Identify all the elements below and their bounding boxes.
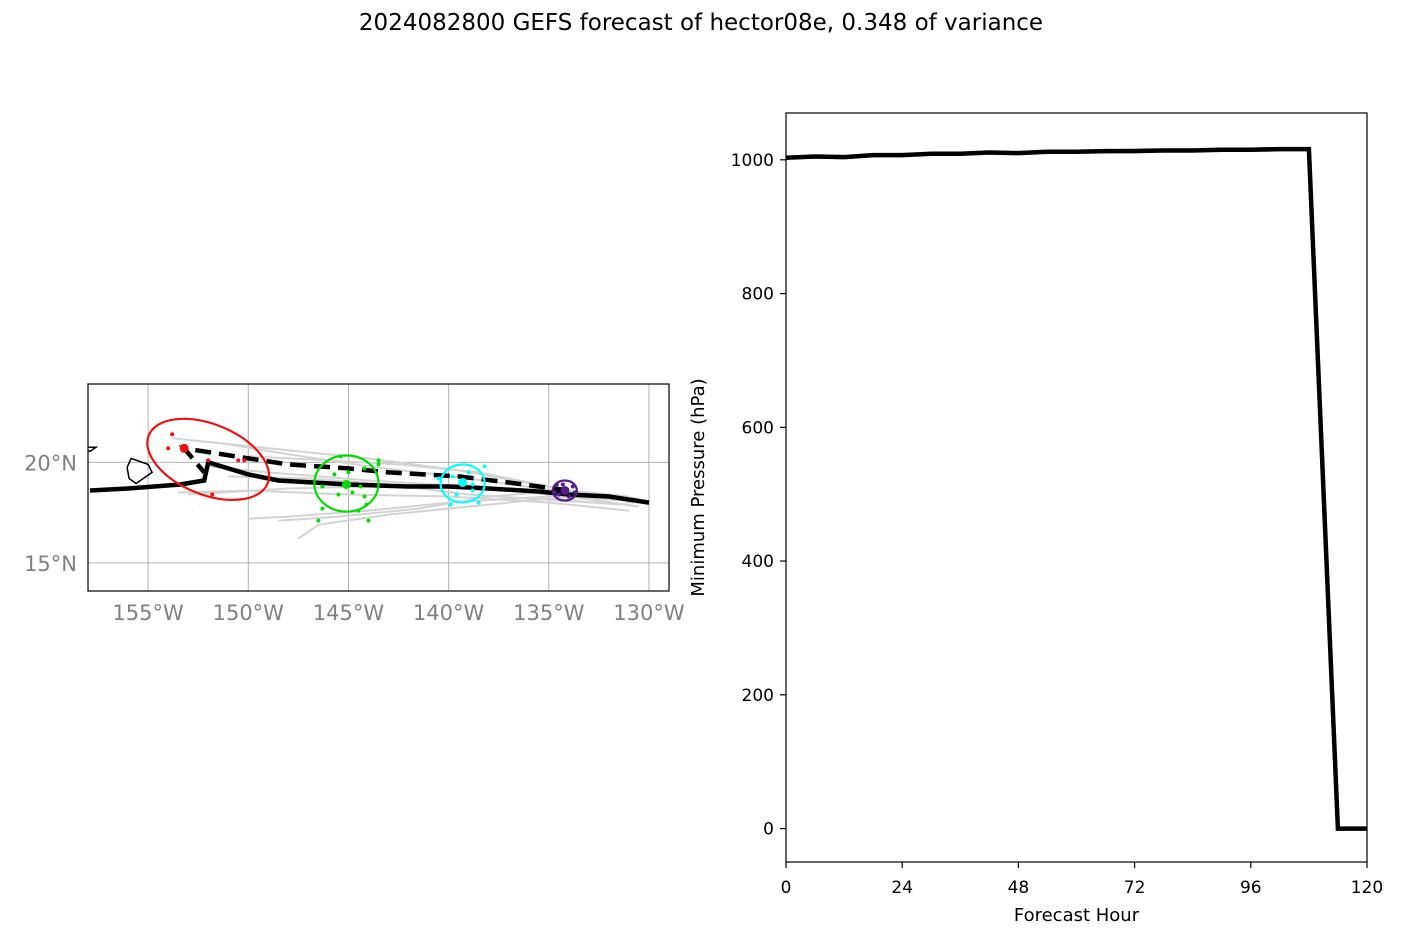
uncertainty-ellipse [313,454,380,513]
x-axis-label: Forecast Hour [1014,905,1140,926]
member-position-point [366,518,371,523]
member-position-point [376,458,381,463]
member-position-point [206,458,211,463]
x-tick-label: 72 [1124,878,1146,898]
pressure-chart-axes: 0 24 48 72 96 120 0 200 400 600 800 1000 Forecast Ho… [688,112,1383,926]
member-position-point [236,458,241,463]
uncertainty-ellipse [146,417,271,501]
member-position-point [556,492,561,497]
member-position-point [210,492,215,497]
x-tick-label: 96 [1240,878,1262,898]
coastline [88,446,99,453]
uncertainty-ellipse [551,479,578,502]
member-position-point [166,446,171,451]
track-map-axes: 155°W 150°W 145°W 140°W 135°W 130°W 15°N 20°N [24,383,685,625]
member-position-point [482,464,487,469]
map-lon-tick-label: 140°W [413,601,485,625]
x-tick-label: 48 [1008,878,1030,898]
x-tick-label: 24 [891,878,913,898]
x-tick-label: 0 [781,878,792,898]
map-plot-area [88,384,669,591]
member-position-point [346,470,351,475]
member-position-point [454,492,459,497]
map-lat-tick-label: 15°N [24,552,77,576]
member-position-point [320,506,325,511]
member-position-point [170,432,175,437]
member-position-point [450,474,455,479]
map-lon-tick-label: 130°W [613,601,685,625]
ensemble-track [228,475,629,506]
coastline [126,457,154,485]
member-position-point [470,482,475,487]
map-lon-tick-label: 135°W [513,601,585,625]
control-track-line [178,445,570,493]
mean-pressure-line [786,146,1367,831]
member-position-point [242,458,247,463]
map-lat-tick-label: 20°N [24,451,77,475]
member-position-point [466,470,471,475]
figure-title: 2024082800 GEFS forecast of hector08e, 0… [358,10,1044,36]
member-position-point [332,472,337,477]
member-position-point [341,479,351,489]
y-axis-label: Minimum Pressure (hPa) [688,378,709,596]
map-lon-tick-label: 145°W [313,601,385,625]
x-tick-label: 120 [1351,878,1383,898]
member-position-point [179,443,189,453]
y-tick-label: 0 [763,820,774,840]
member-position-point [458,477,468,487]
member-position-point [358,484,363,489]
map-lon-tick-label: 150°W [213,601,285,625]
member-position-point [560,486,570,496]
uncertainty-ellipse [439,463,486,504]
member-position-point [350,490,355,495]
pressure-plot-area [786,146,1367,831]
member-position-point [362,494,367,499]
y-tick-label: 200 [742,686,774,706]
member-position-point [376,462,381,467]
y-tick-label: 1000 [731,151,774,171]
y-tick-label: 400 [742,552,774,572]
member-position-point [448,502,453,507]
member-position-point [560,482,565,487]
member-position-point [566,494,571,499]
map-lon-tick-label: 155°W [112,601,184,625]
map-frame [87,383,670,592]
y-tick-label: 800 [742,285,774,305]
member-position-point [470,488,475,493]
member-position-point [436,476,441,481]
y-tick-label: 600 [742,418,774,438]
member-position-point [336,492,341,497]
ensemble-track [248,495,629,520]
pressure-frame [785,112,1368,863]
member-position-point [316,518,321,523]
member-position-point [320,484,325,489]
member-position-point [570,484,575,489]
member-position-point [476,500,481,505]
member-position-point [362,466,367,471]
ensemble-track [248,455,640,504]
